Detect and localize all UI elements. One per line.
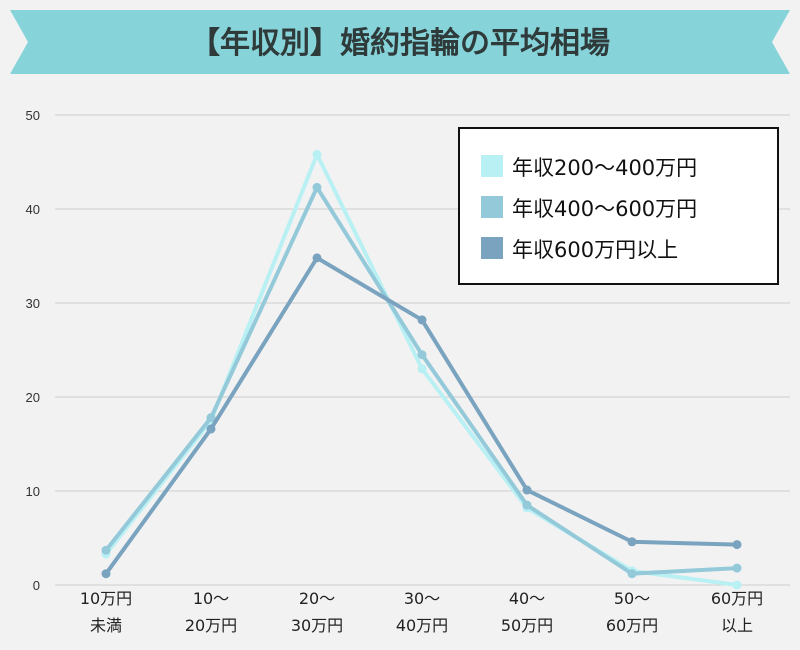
x-tick-label: 10万円 xyxy=(80,589,132,608)
x-tick-label: 60万円 xyxy=(606,616,658,635)
y-tick-label: 0 xyxy=(33,578,40,593)
data-point xyxy=(627,537,637,547)
x-tick-label: 60万円 xyxy=(711,589,763,608)
data-point xyxy=(312,149,322,159)
legend-label: 年収200〜400万円 xyxy=(512,156,697,180)
data-point xyxy=(417,350,427,360)
x-tick-label: 30万円 xyxy=(291,616,343,635)
data-point xyxy=(417,315,427,325)
chart-title: 【年収別】婚約指輪の平均相場 xyxy=(190,26,610,61)
data-point xyxy=(522,485,532,495)
data-point xyxy=(627,569,637,579)
x-tick-label: 50万円 xyxy=(501,616,553,635)
x-tick-label: 10〜 xyxy=(193,589,229,608)
legend-swatch xyxy=(481,196,503,218)
x-tick-label: 20〜 xyxy=(299,589,335,608)
data-point xyxy=(312,182,322,192)
data-point xyxy=(732,580,742,590)
series-line-3 xyxy=(104,255,739,576)
data-point xyxy=(417,364,427,374)
y-tick-label: 40 xyxy=(26,202,40,217)
x-tick-label: 未満 xyxy=(90,616,122,635)
x-tick-label: 30〜 xyxy=(404,589,440,608)
legend-box xyxy=(458,127,779,285)
data-point xyxy=(101,545,111,555)
x-tick-label: 50〜 xyxy=(614,589,650,608)
legend-label: 年収400〜600万円 xyxy=(512,197,697,221)
x-tick-label: 以上 xyxy=(721,616,753,635)
x-tick-label: 20万円 xyxy=(185,616,237,635)
title-banner-shape xyxy=(10,10,790,74)
x-tick-label: 40〜 xyxy=(509,589,545,608)
data-point xyxy=(206,424,216,434)
data-point xyxy=(101,569,111,579)
data-point xyxy=(312,253,322,263)
data-point xyxy=(732,540,742,550)
series-lines xyxy=(101,149,742,590)
legend-swatch xyxy=(481,155,503,177)
x-tick-label: 40万円 xyxy=(396,616,448,635)
data-point xyxy=(206,413,216,423)
y-axis-ticks: 0 10 20 30 40 50 xyxy=(26,108,40,593)
y-tick-label: 20 xyxy=(26,390,40,405)
data-point xyxy=(522,500,532,510)
y-tick-label: 50 xyxy=(26,108,40,123)
y-tick-label: 10 xyxy=(26,484,40,499)
y-tick-label: 30 xyxy=(26,296,40,311)
title-banner: 【年収別】婚約指輪の平均相場 xyxy=(10,10,790,74)
legend-swatch xyxy=(481,237,503,259)
data-point xyxy=(732,563,742,573)
legend-label: 年収600万円以上 xyxy=(512,238,678,262)
